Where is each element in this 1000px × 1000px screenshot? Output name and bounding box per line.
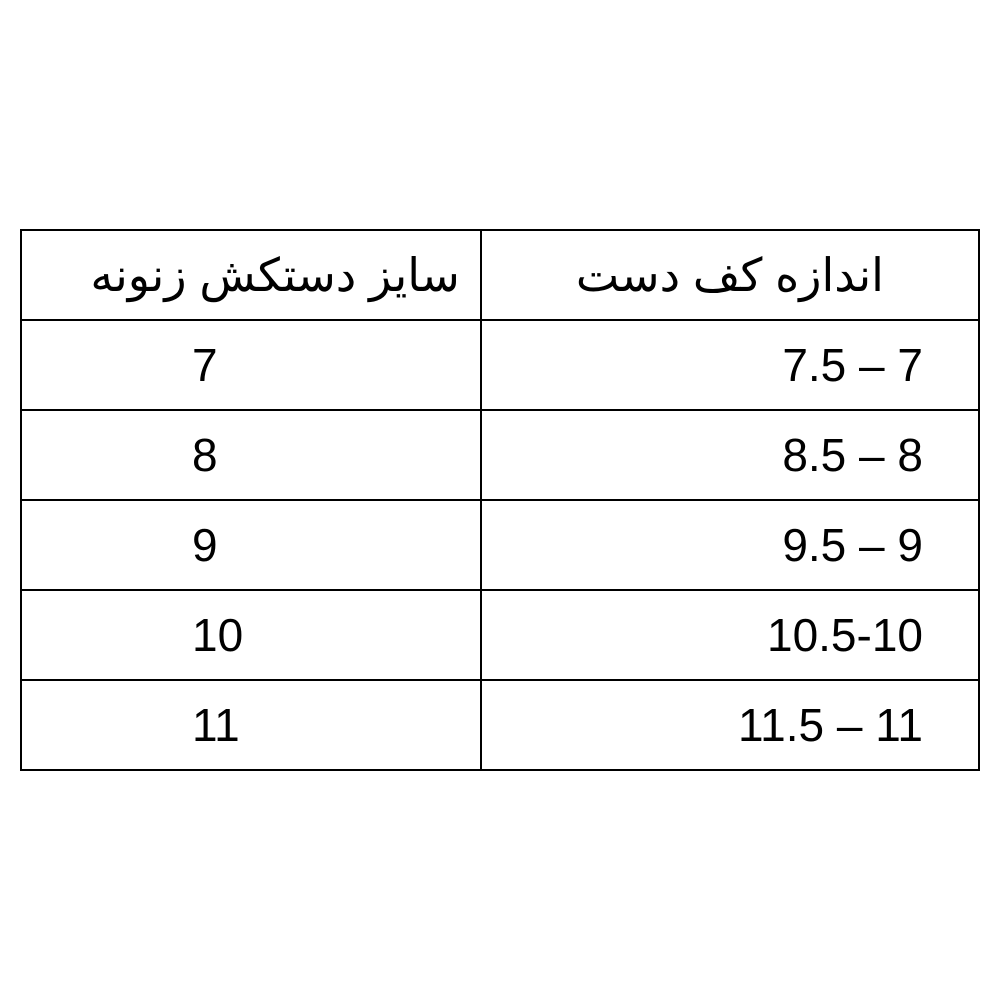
cell-glove-size: 11 — [21, 680, 481, 770]
header-glove-size: سایز دستکش زنونه — [21, 230, 481, 320]
table-row: 11 11.5 – 11 — [21, 680, 979, 770]
cell-palm-size: 11.5 – 11 — [481, 680, 979, 770]
header-palm-size: اندازه کف دست — [481, 230, 979, 320]
cell-glove-size: 8 — [21, 410, 481, 500]
cell-palm-size: 10.5-10 — [481, 590, 979, 680]
table-header-row: سایز دستکش زنونه اندازه کف دست — [21, 230, 979, 320]
table-row: 7 7.5 – 7 — [21, 320, 979, 410]
size-table-container: سایز دستکش زنونه اندازه کف دست 7 7.5 – 7… — [20, 229, 980, 771]
table-row: 9 9.5 – 9 — [21, 500, 979, 590]
table-row: 8 8.5 – 8 — [21, 410, 979, 500]
cell-glove-size: 7 — [21, 320, 481, 410]
cell-glove-size: 9 — [21, 500, 481, 590]
size-table: سایز دستکش زنونه اندازه کف دست 7 7.5 – 7… — [20, 229, 980, 771]
cell-glove-size: 10 — [21, 590, 481, 680]
cell-palm-size: 9.5 – 9 — [481, 500, 979, 590]
cell-palm-size: 7.5 – 7 — [481, 320, 979, 410]
cell-palm-size: 8.5 – 8 — [481, 410, 979, 500]
table-row: 10 10.5-10 — [21, 590, 979, 680]
